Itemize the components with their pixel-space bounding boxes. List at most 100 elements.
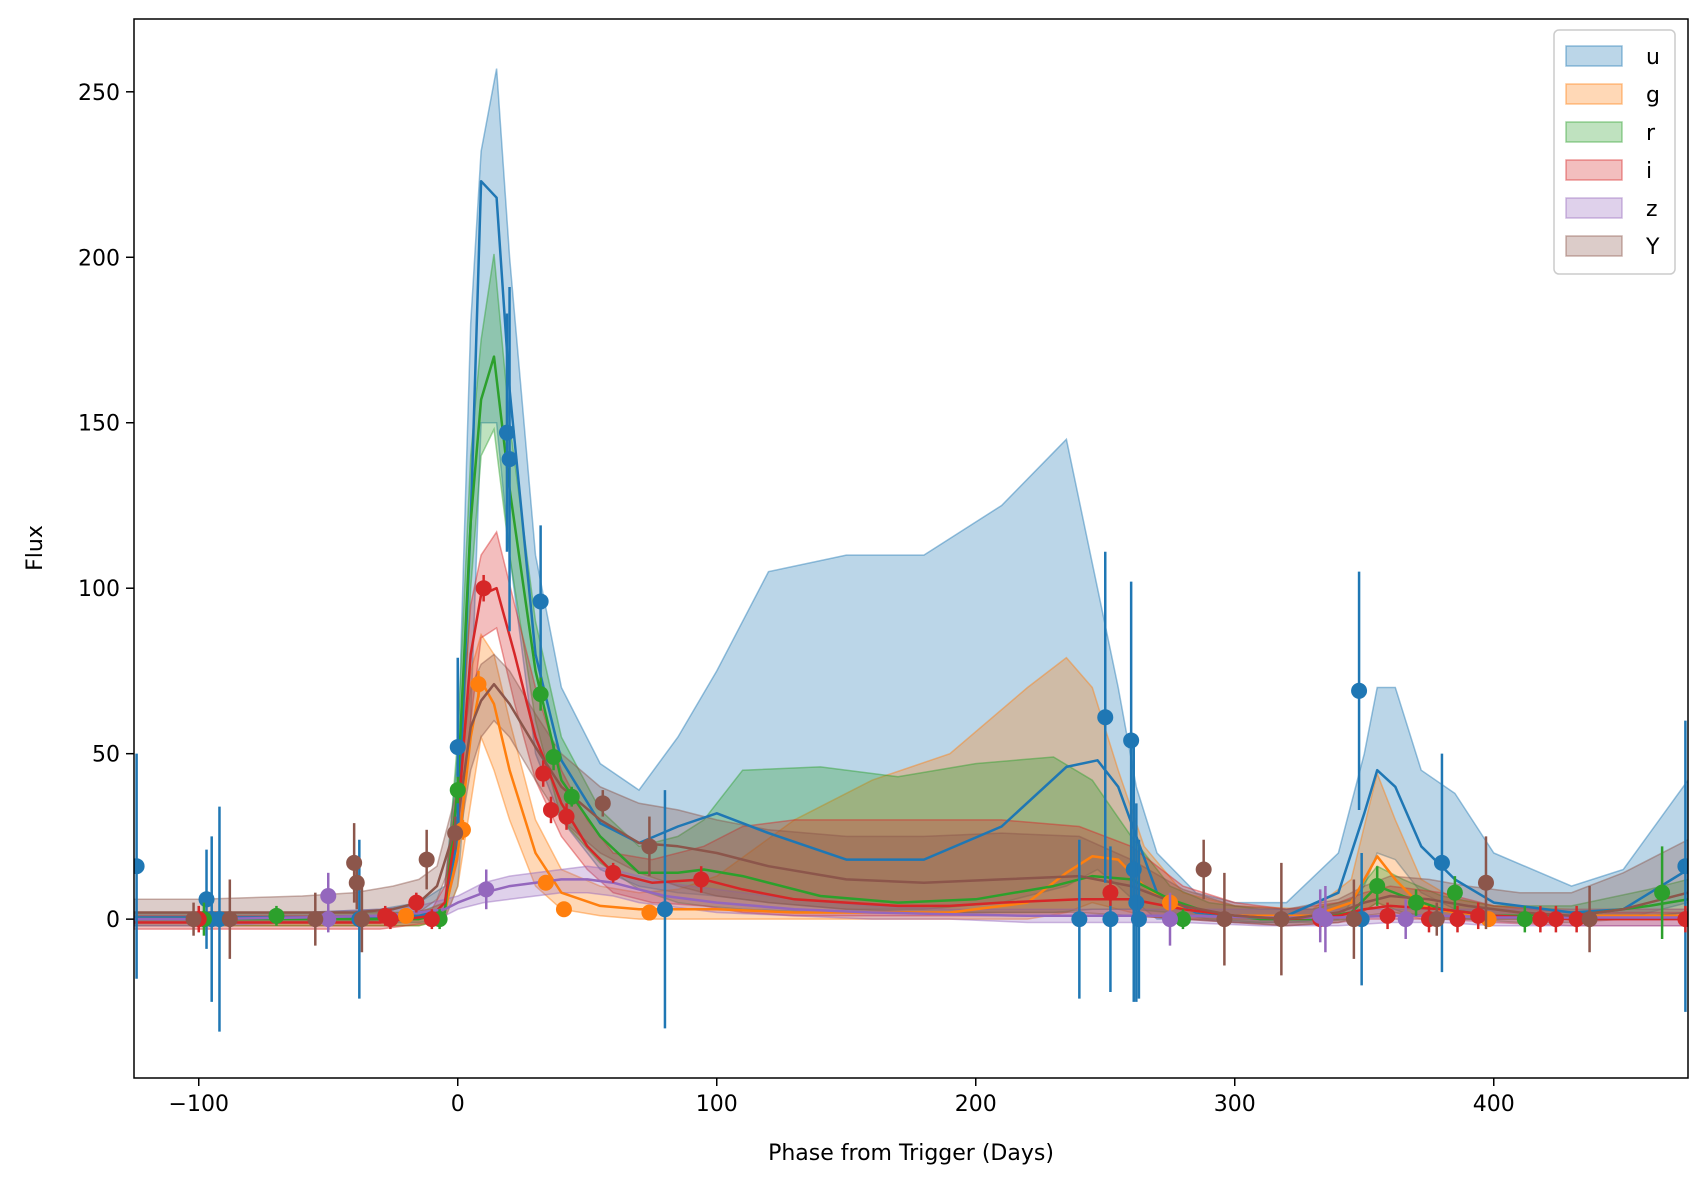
data-point-i: [1547, 911, 1564, 928]
data-point-u: [1123, 732, 1140, 749]
data-point-i: [382, 911, 399, 928]
data-point-g: [537, 874, 554, 891]
data-point-y: [641, 838, 658, 855]
data-point-g: [641, 904, 658, 921]
data-point-y: [418, 851, 435, 868]
data-point-i: [693, 871, 710, 888]
data-point-y: [1581, 911, 1598, 928]
legend-label-r: r: [1646, 121, 1656, 146]
data-point-y: [447, 825, 464, 842]
legend-swatch-i: [1565, 159, 1623, 181]
data-point-u: [498, 424, 515, 441]
y-tick-label: 0: [106, 908, 120, 933]
plot-frame: [133, 18, 1689, 1079]
data-point-i: [535, 765, 552, 782]
data-point-y: [185, 911, 202, 928]
band-i: [134, 530, 1688, 930]
data-point-y: [346, 854, 363, 871]
data-point-i: [1379, 907, 1396, 924]
data-point-g: [397, 907, 414, 924]
y-axis-label: Flux: [23, 525, 48, 571]
y-tick-label: 100: [78, 577, 120, 602]
data-point-r: [268, 907, 285, 924]
data-point-i: [1677, 911, 1688, 928]
x-tick-label: 0: [451, 1092, 465, 1117]
data-point-u: [1097, 709, 1114, 726]
legend-label-y: Y: [1645, 235, 1660, 260]
data-point-u: [1433, 854, 1450, 871]
x-tick-label: 100: [696, 1092, 738, 1117]
data-point-r: [563, 788, 580, 805]
data-point-i: [1449, 911, 1466, 928]
data-point-i: [542, 801, 559, 818]
legend-label-z: z: [1646, 197, 1658, 222]
data-point-r: [1174, 911, 1191, 928]
data-point-u: [1102, 911, 1119, 928]
x-tick-label: −100: [169, 1092, 229, 1117]
data-point-z: [1317, 911, 1334, 928]
data-point-y: [1428, 911, 1445, 928]
legend-swatch-g: [1565, 83, 1623, 105]
legend-label-i: i: [1646, 159, 1652, 184]
model-line-y: [134, 682, 1688, 921]
data-point-r: [545, 748, 562, 765]
x-axis: −100 0 100 200 300 400: [169, 1078, 1515, 1117]
data-point-y: [1273, 911, 1290, 928]
data-point-i: [408, 894, 425, 911]
data-point-u: [1351, 682, 1368, 699]
y-axis: 0 50 100 150 200 250: [78, 81, 134, 933]
data-point-r: [1369, 878, 1386, 895]
model-line-g: [134, 679, 1688, 921]
data-point-y: [353, 911, 370, 928]
model-line-i: [134, 586, 1688, 924]
observation-points: [134, 287, 1688, 1032]
data-point-r: [1516, 911, 1533, 928]
data-point-z: [1397, 911, 1414, 928]
data-point-i: [558, 808, 575, 825]
x-axis-label: Phase from Trigger (Days): [768, 1141, 1054, 1166]
legend-box: [1553, 29, 1676, 275]
data-point-y: [1345, 911, 1362, 928]
data-point-y: [594, 795, 611, 812]
data-point-r: [1408, 894, 1425, 911]
data-point-g: [470, 676, 487, 693]
legend-swatch-y: [1565, 235, 1623, 257]
data-point-r: [449, 782, 466, 799]
data-point-z: [320, 887, 337, 904]
data-point-y: [1477, 874, 1494, 891]
legend-label-g: g: [1646, 83, 1660, 108]
data-point-i: [1102, 884, 1119, 901]
y-tick-label: 50: [92, 743, 120, 768]
band-y: [134, 653, 1688, 927]
band-g: [134, 632, 1688, 927]
legend-label-u: u: [1646, 45, 1660, 70]
data-point-i: [423, 911, 440, 928]
x-tick-label: 300: [1214, 1092, 1256, 1117]
data-point-r: [1446, 884, 1463, 901]
legend-swatch-r: [1565, 121, 1623, 143]
data-point-i: [605, 864, 622, 881]
data-point-u: [656, 901, 673, 918]
data-point-i: [1568, 911, 1585, 928]
data-point-z: [1162, 911, 1178, 928]
data-point-y: [307, 911, 324, 928]
model-line-u: [134, 179, 1688, 919]
data-point-u: [532, 593, 549, 610]
band-r: [134, 253, 1688, 927]
data-point-g: [555, 901, 572, 918]
data-point-i: [1532, 911, 1549, 928]
data-point-i: [475, 580, 492, 597]
data-point-r: [1654, 884, 1671, 901]
data-point-z: [478, 881, 495, 898]
data-point-r: [532, 686, 549, 703]
data-point-y: [1216, 911, 1233, 928]
legend-swatch-z: [1565, 197, 1623, 219]
data-point-u: [1677, 858, 1688, 875]
data-point-u: [501, 451, 518, 468]
data-point-y: [221, 911, 238, 928]
legend-swatch-u: [1565, 45, 1623, 67]
data-point-i: [1470, 907, 1487, 924]
data-point-u: [1071, 911, 1088, 928]
